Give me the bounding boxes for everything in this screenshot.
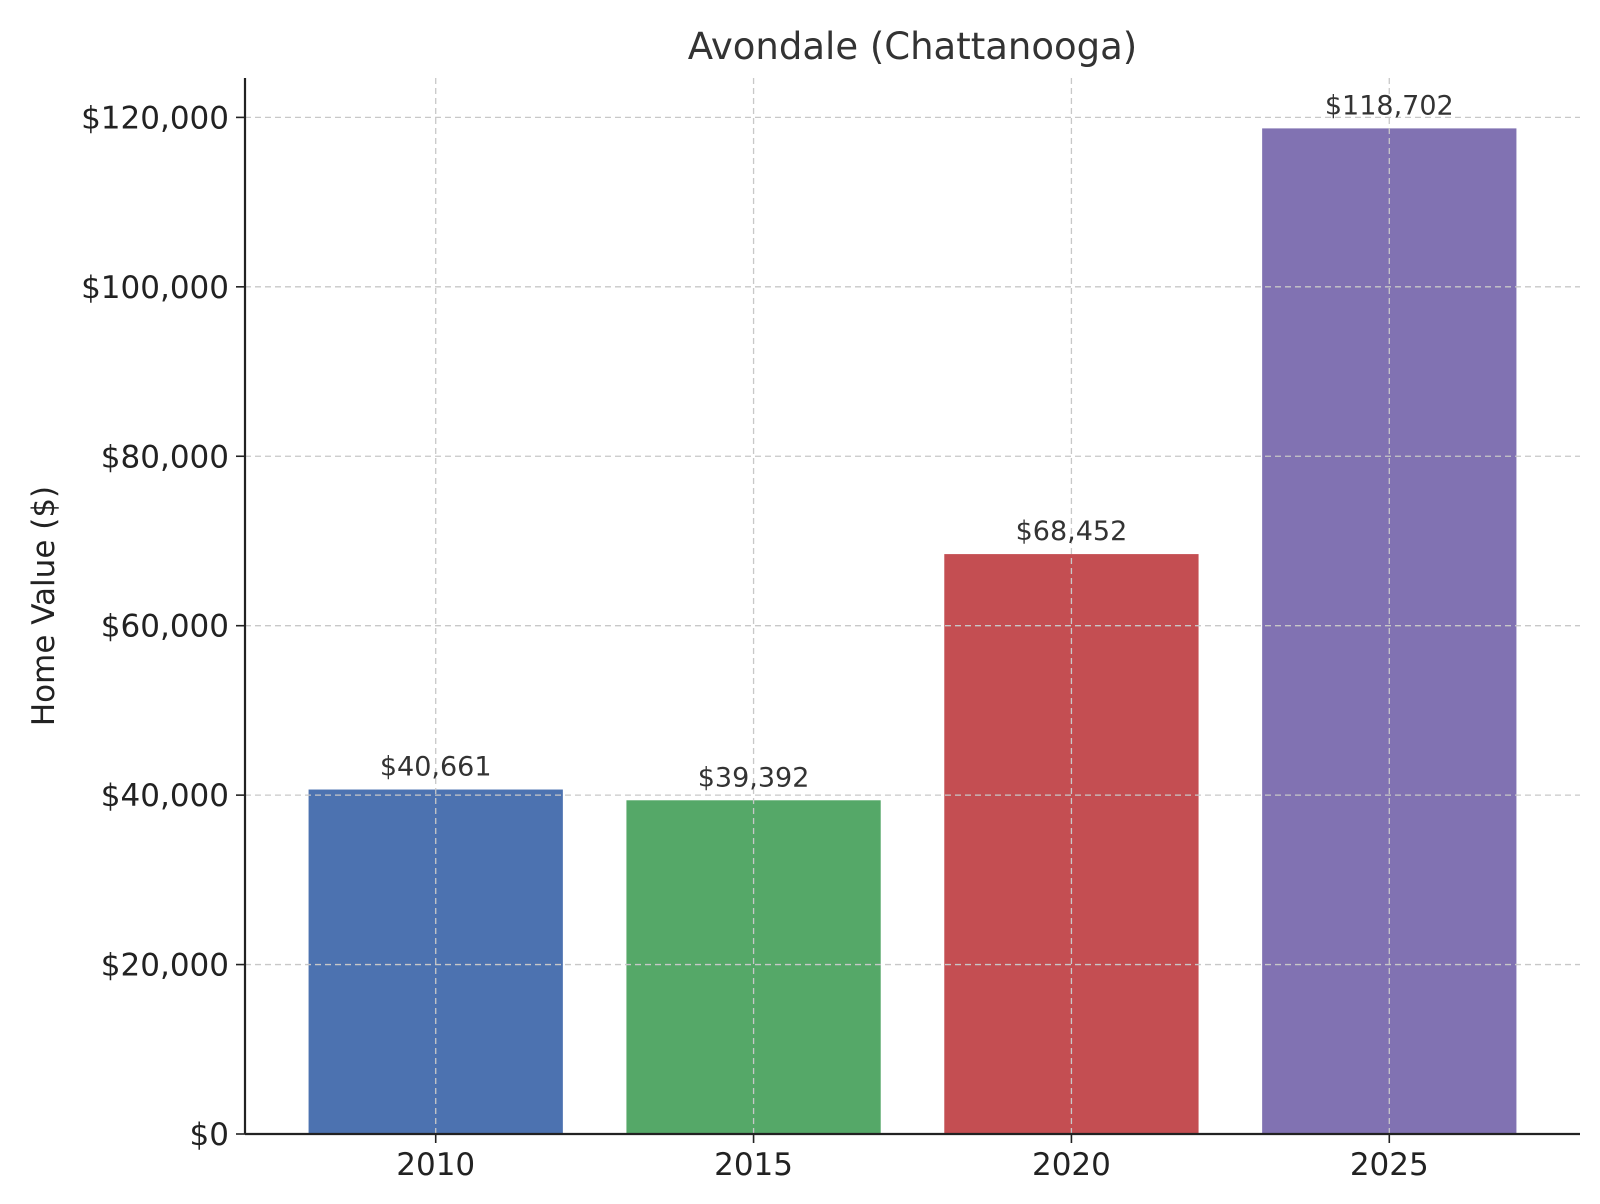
bars	[308, 128, 1517, 1135]
x-tick-label-2015: 2015	[714, 1147, 793, 1183]
data-label-2025: $118,702	[1325, 90, 1454, 121]
axes	[243, 78, 1580, 1136]
y-tick-label: $0	[190, 1117, 229, 1153]
x-axis-ticks: 2010 2015 2020 2025	[396, 1134, 1429, 1183]
y-tick-label: $120,000	[81, 100, 229, 136]
x-tick-label-2020: 2020	[1032, 1147, 1111, 1183]
y-tick-label: $100,000	[81, 270, 229, 306]
y-tick-label: $40,000	[101, 778, 229, 814]
y-tick-label: $80,000	[101, 439, 229, 475]
x-tick-label-2025: 2025	[1350, 1147, 1429, 1183]
y-axis-title: Home Value ($)	[26, 486, 62, 726]
data-label-2010: $40,661	[380, 752, 492, 783]
data-label-2015: $39,392	[698, 762, 810, 793]
y-tick-label: $60,000	[101, 609, 229, 645]
data-label-2020: $68,452	[1016, 516, 1128, 547]
x-tick-label-2010: 2010	[396, 1147, 475, 1183]
y-tick-label: $20,000	[101, 948, 229, 984]
chart-title: Avondale (Chattanooga)	[688, 25, 1138, 68]
y-axis-ticks: $0 $20,000 $40,000 $60,000 $80,000 $100,000 $1…	[81, 100, 245, 1153]
data-labels: $40,661 $39,392 $68,452 $118,702	[380, 90, 1454, 793]
